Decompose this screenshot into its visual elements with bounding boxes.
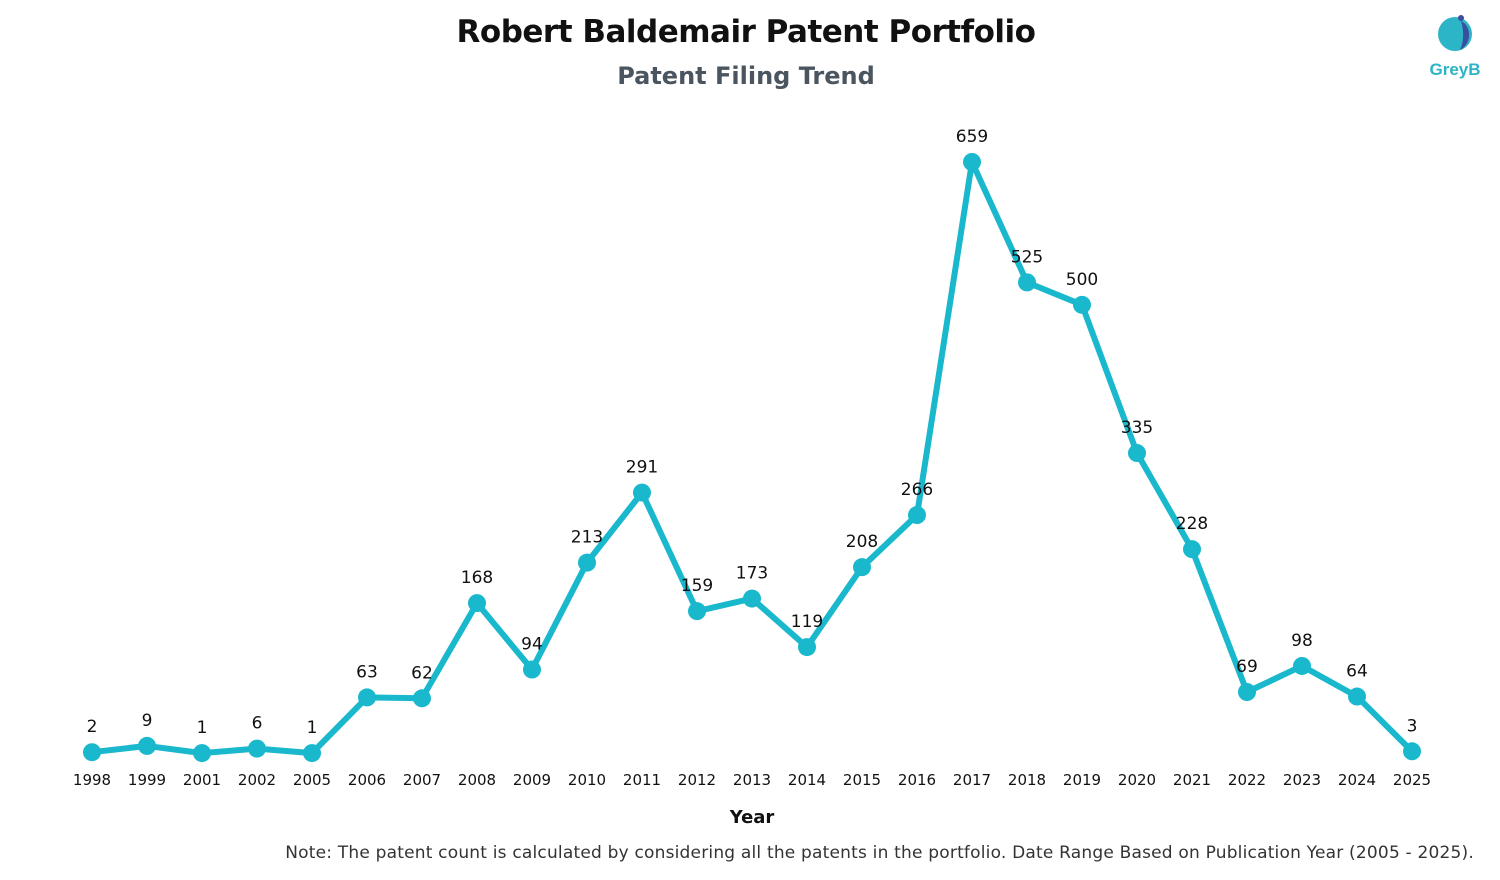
- data-point-2006: [358, 688, 376, 707]
- data-label-2005: 1: [307, 718, 318, 738]
- data-point-2020: [1128, 444, 1146, 463]
- x-tick-2019: 2019: [1063, 771, 1101, 789]
- data-point-2016: [908, 506, 926, 525]
- data-point-1998: [83, 743, 101, 762]
- x-tick-2018: 2018: [1008, 771, 1046, 789]
- line-chart: 2 9 1 6 163 621689421329115917311920826665952…: [73, 127, 1431, 828]
- x-tick-2025: 2025: [1393, 771, 1431, 789]
- data-label-2017: 659: [956, 127, 988, 147]
- data-point-2011: [633, 483, 651, 502]
- x-tick-2011: 2011: [623, 771, 661, 789]
- chart-title: Robert Baldemair Patent Portfolio: [456, 14, 1036, 50]
- data-point-2007: [413, 689, 431, 708]
- x-tick-1999: 1999: [128, 771, 166, 789]
- x-tick-2006: 2006: [348, 771, 386, 789]
- x-tick-1998: 1998: [73, 771, 111, 789]
- data-label-2023: 98: [1291, 631, 1313, 651]
- chart-subtitle: Patent Filing Trend: [617, 62, 875, 90]
- data-label-2008: 168: [461, 568, 493, 588]
- data-label-2007: 62: [411, 663, 433, 683]
- data-point-2015: [853, 558, 871, 577]
- data-point-1999: [138, 736, 156, 755]
- data-label-2012: 159: [681, 576, 713, 596]
- data-label-2016: 266: [901, 480, 933, 500]
- x-tick-2008: 2008: [458, 771, 496, 789]
- x-tick-2023: 2023: [1283, 771, 1321, 789]
- greyb-logo-icon: [1438, 15, 1472, 51]
- data-point-2013: [743, 589, 761, 608]
- series-line: [91, 159, 1415, 757]
- data-point-2009: [523, 660, 541, 679]
- data-label-2006: 63: [356, 662, 378, 682]
- data-point-2017: [963, 153, 981, 171]
- x-tick-2017: 2017: [953, 771, 991, 789]
- data-point-2012: [688, 602, 706, 621]
- data-label-2020: 335: [1121, 418, 1153, 438]
- x-tick-2007: 2007: [403, 771, 441, 789]
- data-point-2025: [1403, 742, 1421, 761]
- data-label-2009: 94: [521, 635, 543, 655]
- x-tick-2015: 2015: [843, 771, 881, 789]
- data-label-2025: 3: [1407, 716, 1418, 736]
- data-label-2002: 6: [252, 714, 263, 734]
- data-point-2002: [248, 739, 266, 758]
- x-tick-2014: 2014: [788, 771, 826, 789]
- data-label-2014: 119: [791, 612, 823, 632]
- data-point-2010: [578, 553, 596, 572]
- x-tick-2001: 2001: [183, 771, 221, 789]
- data-label-2010: 213: [571, 528, 603, 548]
- data-label-2018: 525: [1011, 247, 1043, 267]
- data-label-2015: 208: [846, 532, 878, 552]
- x-tick-2016: 2016: [898, 771, 936, 789]
- data-label-2022: 69: [1236, 657, 1258, 677]
- x-tick-2024: 2024: [1338, 771, 1376, 789]
- data-point-2021: [1183, 540, 1201, 559]
- data-label-2024: 64: [1346, 662, 1368, 682]
- data-point-2014: [798, 638, 816, 657]
- x-tick-2013: 2013: [733, 771, 771, 789]
- data-label-2013: 173: [736, 564, 768, 584]
- data-label-1998: 2: [87, 717, 98, 737]
- x-tick-2005: 2005: [293, 771, 331, 789]
- data-label-1999: 9: [142, 711, 153, 731]
- data-point-2024: [1348, 687, 1366, 706]
- data-point-2019: [1073, 295, 1091, 314]
- footnote: Note: The patent count is calculated by …: [285, 843, 1474, 863]
- x-tick-2009: 2009: [513, 771, 551, 789]
- greyb-logo: GreyB: [1420, 10, 1490, 85]
- x-tick-2012: 2012: [678, 771, 716, 789]
- data-point-2022: [1238, 683, 1256, 702]
- x-tick-2021: 2021: [1173, 771, 1211, 789]
- x-tick-2002: 2002: [238, 771, 276, 789]
- data-point-2005: [303, 744, 321, 763]
- data-label-2021: 228: [1176, 514, 1208, 534]
- data-point-2008: [468, 594, 486, 613]
- data-label-2019: 500: [1066, 270, 1098, 290]
- data-label-2001: 1: [197, 718, 208, 738]
- data-point-2023: [1293, 656, 1311, 675]
- greyb-logo-text: GreyB: [1429, 60, 1481, 79]
- data-label-2011: 291: [626, 458, 658, 478]
- x-tick-2020: 2020: [1118, 771, 1156, 789]
- x-tick-2022: 2022: [1228, 771, 1266, 789]
- x-tick-2010: 2010: [568, 771, 606, 789]
- x-axis-label: Year: [729, 807, 775, 828]
- data-point-2001: [193, 744, 211, 763]
- data-point-2018: [1018, 273, 1036, 292]
